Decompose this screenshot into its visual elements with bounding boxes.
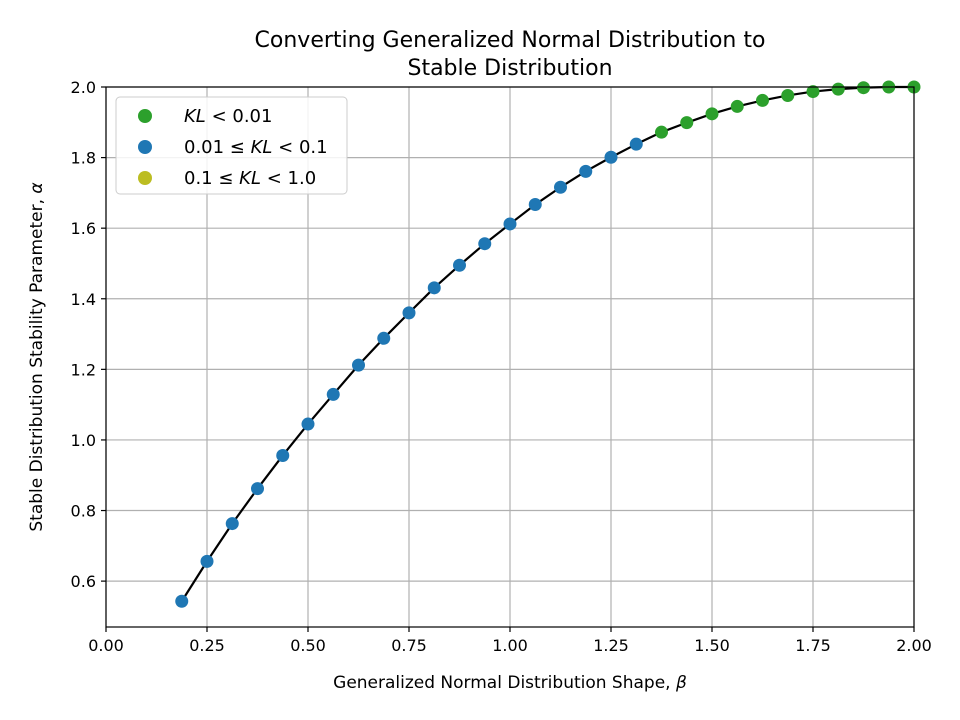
x-axis-label-symbol: β <box>675 673 687 693</box>
x-tick-label: 1.00 <box>492 636 528 655</box>
chart-title-line-1: Converting Generalized Normal Distributi… <box>255 28 766 53</box>
data-point-series-2 <box>352 358 365 372</box>
data-point-series-2 <box>276 448 290 462</box>
y-tick-label: 0.6 <box>71 572 96 591</box>
chart-title: Converting Generalized Normal Distributi… <box>255 28 766 81</box>
axis-ticks: 0.00 0.25 0.50 0.75 1.00 1.25 1.50 1.75 2.00 0.6 0… <box>71 78 932 655</box>
x-tick-label: 0.50 <box>290 636 326 655</box>
data-point-series-1 <box>857 81 870 95</box>
x-tick-label: 0.00 <box>88 636 124 655</box>
y-tick-label: 1.6 <box>71 219 96 238</box>
x-axis-label-text: Generalized Normal Distribution Shape, <box>333 673 676 693</box>
x-tick-label: 0.75 <box>391 636 427 655</box>
legend-label-series-1: KL < 0.01 <box>184 106 272 127</box>
data-point-series-1 <box>756 93 769 107</box>
data-point-series-2 <box>453 258 466 272</box>
data-point-series-2 <box>251 482 264 496</box>
legend-marker-series-1 <box>138 109 152 123</box>
data-point-series-2 <box>225 517 239 531</box>
legend-box <box>115 96 348 195</box>
y-axis-label-text: Stable Distribution Stability Parameter, <box>27 194 47 532</box>
data-point-series-1 <box>655 125 668 139</box>
data-point-series-2 <box>326 387 340 401</box>
y-tick-label: 1.2 <box>71 360 96 379</box>
y-tick-label: 2.0 <box>71 78 96 97</box>
data-point-series-2 <box>579 164 593 178</box>
data-point-series-2 <box>604 150 618 164</box>
data-point-series-1 <box>680 116 694 130</box>
legend: KL < 0.01 0.01 ≤ KL < 0.1 0.1 ≤ KL < 1.0 <box>115 96 348 195</box>
data-point-series-1 <box>781 88 795 102</box>
data-point-series-1 <box>730 99 744 113</box>
data-point-series-2 <box>427 281 441 295</box>
y-axis-label-symbol: α <box>27 182 47 193</box>
data-point-series-2 <box>528 198 542 212</box>
legend-label-series-2: 0.01 ≤ KL < 0.1 <box>184 137 328 158</box>
legend-label-part: KL <box>239 168 261 189</box>
y-tick-label: 1.8 <box>71 149 96 168</box>
y-tick-label: 1.0 <box>71 431 96 450</box>
legend-label-part: 0.1 ≤ <box>184 168 239 189</box>
x-tick-label: 1.75 <box>795 636 831 655</box>
legend-label-part: < 0.1 <box>272 137 327 158</box>
legend-label-part: < 0.01 <box>206 106 273 127</box>
legend-marker-series-3 <box>138 171 152 185</box>
data-point-series-2 <box>301 417 315 431</box>
legend-label-part: < 1.0 <box>261 168 316 189</box>
y-tick-label: 1.4 <box>71 290 96 309</box>
x-tick-label: 1.25 <box>593 636 629 655</box>
data-point-series-1 <box>831 82 845 96</box>
data-point-series-2 <box>175 594 189 608</box>
data-point-series-2 <box>629 137 643 151</box>
data-point-series-2 <box>377 331 391 345</box>
legend-marker-series-2 <box>138 140 152 154</box>
chart-title-line-2: Stable Distribution <box>407 56 612 81</box>
data-point-series-1 <box>705 107 719 121</box>
legend-label-part: KL <box>184 106 206 127</box>
legend-label-part: 0.01 ≤ <box>184 137 251 158</box>
x-tick-label: 0.25 <box>189 636 225 655</box>
data-point-series-2 <box>503 217 517 231</box>
y-tick-label: 0.8 <box>71 502 96 521</box>
data-points <box>175 80 921 608</box>
data-point-series-2 <box>200 554 214 568</box>
data-point-series-1 <box>806 85 820 99</box>
x-tick-label: 2.00 <box>896 636 932 655</box>
data-point-series-2 <box>402 306 416 320</box>
data-point-series-2 <box>554 180 567 194</box>
data-point-series-2 <box>478 237 492 251</box>
y-axis-label: Stable Distribution Stability Parameter,… <box>27 182 47 531</box>
legend-label-part: KL <box>251 137 273 158</box>
legend-label-series-3: 0.1 ≤ KL < 1.0 <box>184 168 316 189</box>
x-axis-label: Generalized Normal Distribution Shape, β <box>333 673 687 693</box>
x-tick-label: 1.50 <box>694 636 730 655</box>
